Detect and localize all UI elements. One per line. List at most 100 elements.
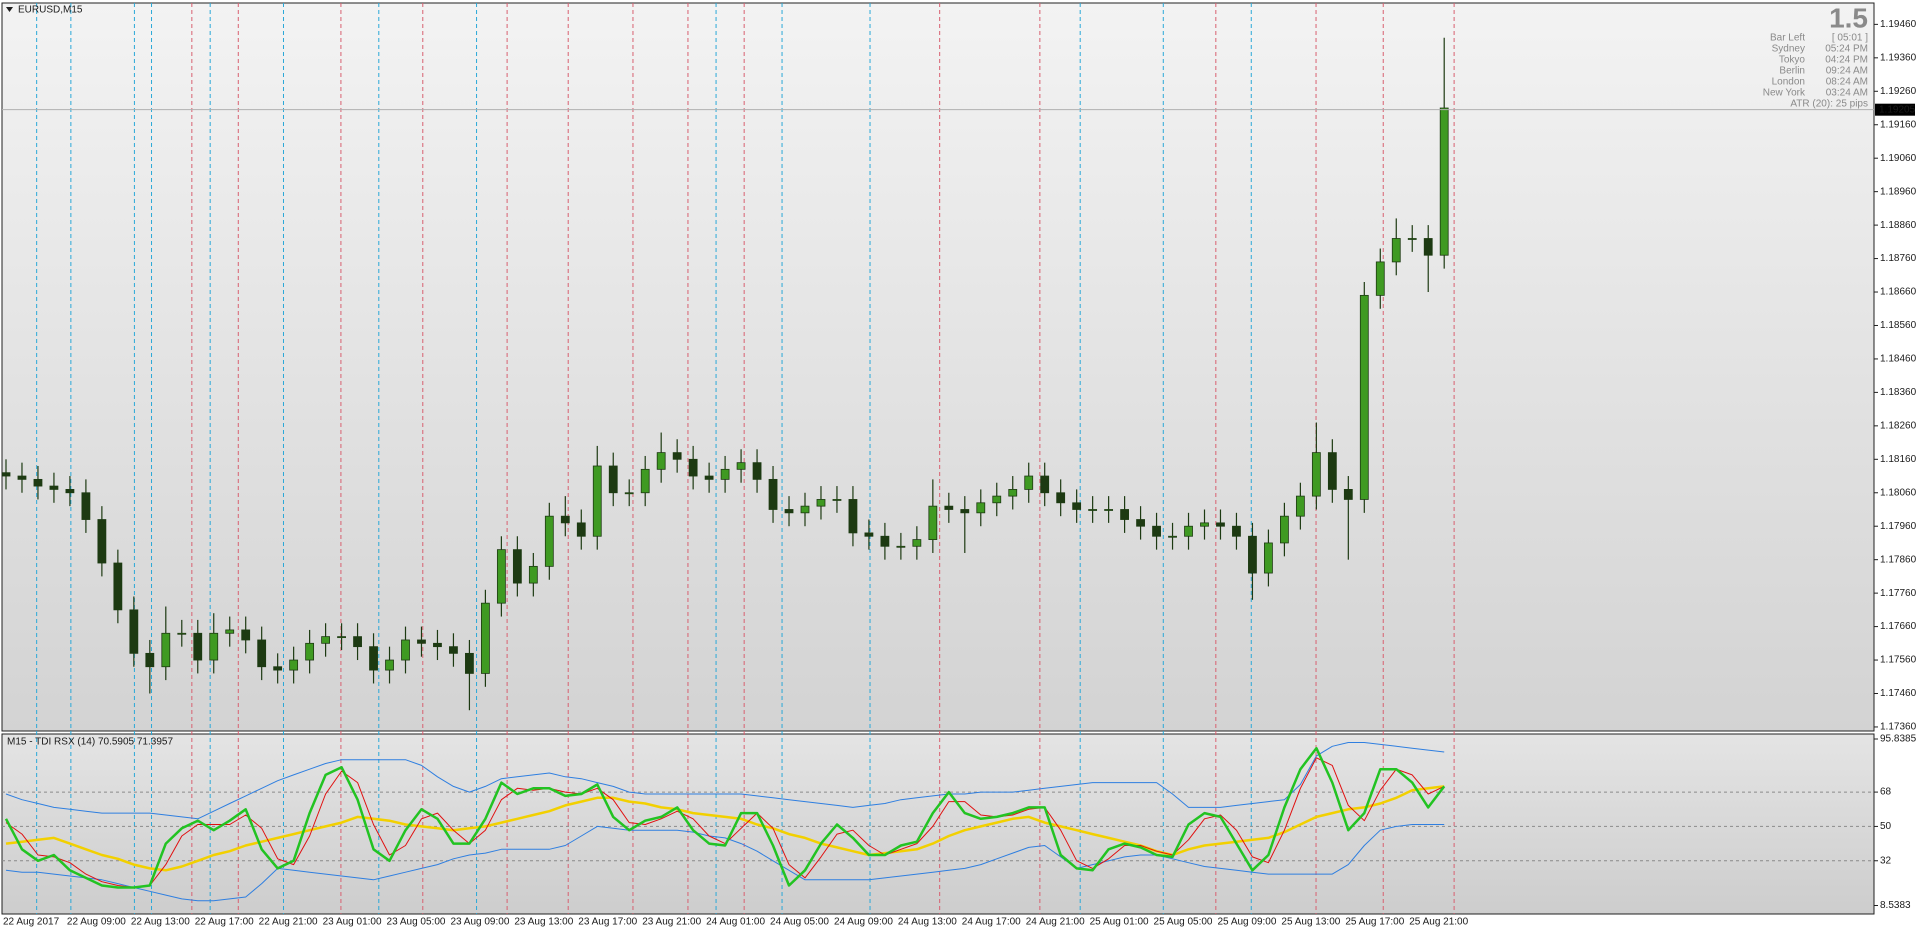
y-tick-label: 1.17960 bbox=[1880, 521, 1916, 532]
y-tick-label: 1.17860 bbox=[1880, 554, 1916, 565]
candle-body bbox=[624, 492, 634, 495]
candle-body bbox=[113, 562, 123, 611]
candle-body bbox=[928, 505, 938, 540]
candle-body bbox=[1423, 238, 1433, 256]
info-value: [ 05:01 ] bbox=[1832, 33, 1868, 44]
y-tick-label: 1.17360 bbox=[1880, 722, 1916, 733]
x-tick-label: 24 Aug 01:00 bbox=[706, 917, 765, 928]
candle-body bbox=[385, 659, 394, 671]
candle-body bbox=[768, 478, 778, 510]
candle-body bbox=[640, 468, 650, 494]
candle-body bbox=[944, 505, 954, 510]
candle-body bbox=[81, 492, 91, 520]
candle-body bbox=[273, 666, 283, 671]
x-tick-label: 23 Aug 05:00 bbox=[387, 917, 446, 928]
candle-body bbox=[896, 545, 906, 548]
candle-body bbox=[704, 475, 714, 480]
candle-body bbox=[1168, 535, 1177, 538]
indicator-title: M15 - TDI RSX (14) 70.5905 71.3957 bbox=[7, 737, 173, 748]
candle-body bbox=[1136, 519, 1145, 527]
indicator-line bbox=[5, 785, 1445, 872]
candle-body bbox=[1327, 452, 1337, 490]
candle-body bbox=[992, 495, 1002, 504]
x-tick-label: 23 Aug 09:00 bbox=[450, 917, 509, 928]
candle-body bbox=[752, 462, 762, 480]
indicator-line bbox=[4, 746, 1446, 889]
candle-body bbox=[145, 652, 155, 668]
symbol-title: EURUSD,M15 bbox=[18, 5, 83, 16]
x-tick-label: 22 Aug 21:00 bbox=[259, 917, 318, 928]
indicator-line bbox=[5, 824, 1445, 902]
y-tick-label: 8.5383 bbox=[1880, 900, 1911, 911]
x-tick-label: 25 Aug 05:00 bbox=[1154, 917, 1213, 928]
candle-body bbox=[241, 629, 251, 641]
candle-body bbox=[1232, 525, 1241, 537]
candle-body bbox=[800, 505, 810, 514]
candle-body bbox=[1311, 452, 1321, 497]
x-tick-label: 22 Aug 09:00 bbox=[67, 917, 126, 928]
candle-body bbox=[353, 636, 362, 648]
info-value: 08:24 AM bbox=[1826, 77, 1868, 88]
candle-body bbox=[401, 639, 410, 661]
candle-body bbox=[161, 632, 171, 668]
candle-body bbox=[449, 646, 458, 654]
symbol-menu-arrow[interactable] bbox=[6, 7, 13, 12]
candle-body bbox=[433, 642, 442, 648]
candle-body bbox=[1439, 107, 1449, 256]
atr-text: ATR (20): 25 pips bbox=[1790, 99, 1868, 110]
candle-body bbox=[576, 522, 586, 537]
y-tick-label: 1.18360 bbox=[1880, 387, 1916, 398]
candle-body bbox=[1152, 525, 1161, 537]
y-tick-label: 1.19460 bbox=[1880, 19, 1916, 30]
candle-body bbox=[528, 565, 538, 584]
candle-body bbox=[465, 652, 474, 674]
y-tick-label: 1.19060 bbox=[1880, 153, 1916, 164]
x-tick-label: 24 Aug 17:00 bbox=[962, 917, 1021, 928]
candle-body bbox=[1008, 489, 1018, 497]
indicator-line bbox=[5, 742, 1445, 820]
candle-body bbox=[33, 478, 43, 487]
info-value: 1.5 bbox=[1829, 2, 1868, 33]
candle-body bbox=[912, 539, 922, 547]
x-tick-label: 24 Aug 13:00 bbox=[898, 917, 957, 928]
candle-body bbox=[864, 532, 874, 537]
y-tick-label: 1.17460 bbox=[1880, 688, 1916, 699]
info-label: Tokyo bbox=[1779, 55, 1806, 66]
y-tick-label: 1.18260 bbox=[1880, 420, 1916, 431]
candle-body bbox=[1184, 525, 1193, 537]
y-tick-label: 1.18460 bbox=[1880, 354, 1916, 365]
candle-body bbox=[672, 452, 682, 460]
candle-body bbox=[97, 519, 107, 564]
bid-label: 1.19205 bbox=[1879, 104, 1916, 115]
x-tick-label: 23 Aug 17:00 bbox=[578, 917, 637, 928]
info-label: New York bbox=[1763, 88, 1806, 99]
candle-body bbox=[321, 636, 331, 644]
y-tick-label: 1.18060 bbox=[1880, 487, 1916, 498]
candle-body bbox=[1200, 522, 1209, 527]
candle-body bbox=[2, 472, 11, 477]
candle-body bbox=[1343, 489, 1353, 500]
y-tick-label: 1.18960 bbox=[1880, 186, 1916, 197]
x-tick-label: 22 Aug 2017 bbox=[3, 917, 60, 928]
candle-body bbox=[1375, 261, 1385, 296]
candle-body bbox=[49, 485, 59, 490]
candle-body bbox=[1104, 509, 1114, 511]
y-tick-label: 1.18760 bbox=[1880, 253, 1916, 264]
candle-body bbox=[1264, 542, 1273, 574]
bid-label-bg bbox=[1875, 103, 1915, 116]
candle-body bbox=[784, 509, 794, 514]
y-tick-label: 95.8385 bbox=[1880, 734, 1916, 745]
axes: 1.19460 1.19360 1.19260 1.19160 1.19060 1.189… bbox=[3, 19, 1916, 928]
candle-body bbox=[832, 499, 842, 501]
info-value: 03:24 AM bbox=[1826, 88, 1868, 99]
candle-body bbox=[1280, 515, 1289, 544]
x-tick-label: 23 Aug 13:00 bbox=[514, 917, 573, 928]
candle-body bbox=[1056, 492, 1066, 504]
x-tick-label: 25 Aug 21:00 bbox=[1409, 917, 1468, 928]
y-tick-label: 1.19360 bbox=[1880, 52, 1916, 63]
candle-body bbox=[496, 549, 506, 604]
candle-body bbox=[225, 629, 235, 634]
indicator-plot bbox=[2, 742, 1874, 902]
candle-body bbox=[480, 602, 490, 674]
candle-body bbox=[209, 632, 219, 661]
